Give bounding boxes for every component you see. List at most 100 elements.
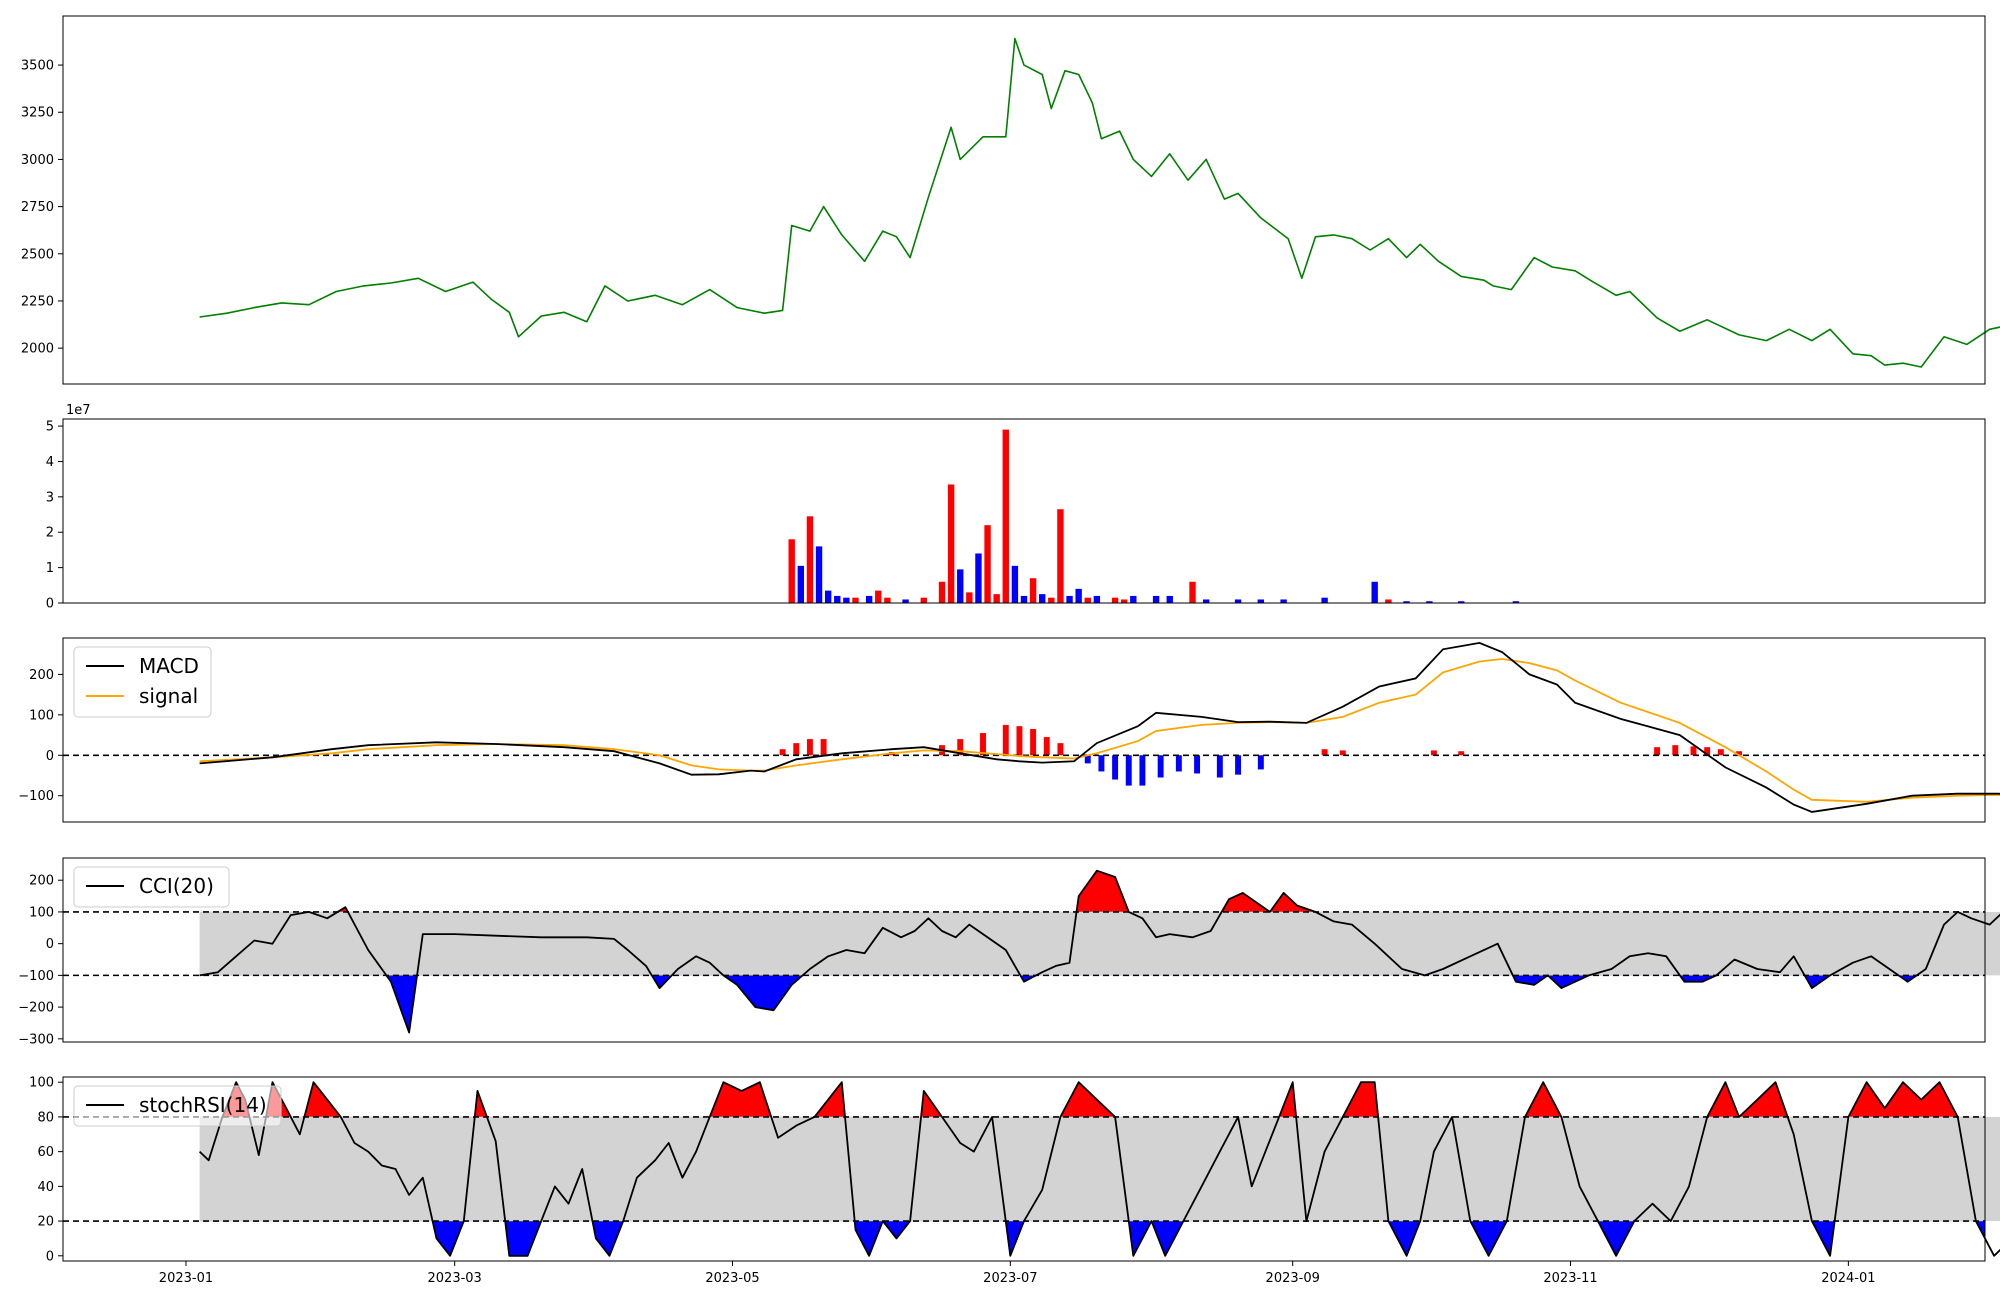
volume-bar	[1039, 594, 1046, 603]
stochrsi-legend-box	[73, 1085, 282, 1127]
volume-bar	[815, 546, 823, 603]
price-panel: 2000 2250 2500 2750 3000 3250 3500	[21, 15, 2000, 385]
volume-bar	[984, 525, 991, 603]
x-tick-label: 2023-09	[1266, 1271, 1320, 1286]
volume-ytick-label: 0	[46, 597, 54, 612]
macd-histogram-bar	[1654, 747, 1661, 756]
x-axis: 2023-01 2023-03 2023-05 2023-07 2023-09 2023-…	[159, 1261, 1876, 1286]
macd-histogram-bar	[1339, 750, 1346, 756]
macd-histogram-bar	[1139, 755, 1146, 786]
volume-bar	[957, 569, 964, 603]
volume-bar	[1257, 599, 1265, 603]
macd-histogram-bar	[980, 733, 986, 756]
price-ytick-label: 3500	[21, 59, 54, 74]
price-line	[199, 37, 2000, 368]
volume-bar	[788, 539, 795, 603]
volume-bar	[966, 592, 973, 603]
macd-legend-label: MACD	[139, 654, 199, 678]
volume-scale-label: 1e7	[66, 403, 91, 418]
macd-histogram-bar	[1704, 747, 1711, 756]
stochrsi-ytick-label: 0	[46, 1249, 54, 1264]
volume-panel: 1e7 0 1 2 3 4 5	[46, 403, 1986, 612]
volume-frame	[62, 418, 1986, 604]
cci-legend: CCI(20)	[73, 866, 230, 908]
volume-ytick-label: 3	[46, 490, 54, 505]
stochrsi-ytick-label: 80	[37, 1110, 54, 1125]
macd-line	[199, 641, 2000, 813]
cci-band	[199, 911, 2000, 976]
macd-histogram-bar	[1175, 755, 1182, 772]
macd-legend-box	[73, 646, 212, 718]
volume-bar	[1057, 509, 1064, 603]
volume-bar	[1458, 601, 1465, 603]
macd-histogram-bar	[806, 739, 813, 756]
macd-histogram-bar	[1043, 737, 1050, 756]
macd-histogram-bar	[1690, 746, 1697, 756]
macd-histogram-bar	[1717, 749, 1724, 756]
volume-bar	[1121, 599, 1128, 603]
macd-histogram-bar	[1112, 755, 1119, 780]
volume-bar	[1075, 588, 1082, 603]
price-ytick-label: 2250	[21, 294, 54, 309]
x-tick-label: 2023-03	[428, 1271, 482, 1286]
volume-bar	[902, 599, 909, 603]
volume-bar	[1066, 595, 1073, 603]
cci-ytick-label: 0	[46, 937, 54, 952]
volume-ytick-label: 1	[46, 561, 54, 576]
volume-bar	[1426, 601, 1433, 603]
macd-frame	[62, 637, 1986, 823]
volume-bar	[1093, 595, 1101, 603]
stochrsi-y-axis: 0 20 40 60 80 100	[29, 1076, 63, 1264]
macd-histogram-bar	[957, 739, 964, 756]
cci-panel: CCI(20) −300 −200 −100 0 100 200	[18, 857, 2000, 1047]
stochrsi-ytick-label: 60	[37, 1145, 54, 1160]
macd-histogram-bar	[1002, 724, 1009, 756]
stochrsi-line	[198, 1081, 2000, 1257]
volume-bar	[875, 590, 882, 603]
macd-histogram-bar	[1030, 728, 1037, 756]
macd-histogram-bar	[1157, 755, 1164, 778]
price-ytick-label: 2000	[21, 342, 54, 357]
volume-bar	[1011, 565, 1019, 603]
volume-bar	[1111, 597, 1119, 603]
macd-histogram-bar	[1216, 755, 1223, 778]
macd-histogram-bar	[1257, 755, 1264, 770]
x-tick-label: 2023-11	[1543, 1271, 1597, 1286]
stochrsi-overbought-fill	[222, 1082, 1958, 1117]
volume-bar	[834, 595, 841, 603]
volume-bar	[1130, 595, 1137, 603]
macd-histogram-bar	[1672, 745, 1679, 756]
macd-legend: MACD signal	[73, 646, 212, 718]
cci-y-axis: −300 −200 −100 0 100 200	[18, 874, 63, 1047]
stochrsi-panel: stochRSI(14) 0 20 40 60 80 100	[29, 1076, 2000, 1264]
price-ytick-label: 2500	[21, 247, 54, 262]
price-ytick-label: 2750	[21, 200, 54, 215]
volume-bar	[993, 594, 1000, 603]
macd-ytick-label: −100	[18, 789, 54, 804]
volume-bar	[1166, 595, 1173, 603]
volume-bar	[920, 597, 927, 603]
volume-bar	[938, 581, 946, 603]
volume-bar	[1002, 429, 1009, 603]
stochrsi-legend-label: stochRSI(14)	[139, 1093, 267, 1117]
macd-y-axis: −100 0 100 200	[18, 668, 63, 804]
volume-bar	[1202, 599, 1210, 603]
macd-histogram-bar	[1057, 743, 1064, 756]
price-ytick-label: 3000	[21, 153, 54, 168]
cci-line	[199, 869, 2000, 1034]
volume-bar	[1152, 595, 1160, 603]
macd-histogram-bar	[1235, 755, 1242, 775]
stochrsi-ytick-label: 20	[37, 1215, 54, 1230]
volume-bar	[1280, 599, 1287, 603]
x-tick-label: 2023-01	[159, 1271, 213, 1286]
volume-bar	[1371, 581, 1378, 603]
stochrsi-legend: stochRSI(14)	[73, 1085, 282, 1127]
cci-legend-label: CCI(20)	[139, 874, 214, 898]
macd-ytick-label: 100	[29, 708, 54, 723]
cci-legend-box	[73, 866, 230, 908]
cci-overbought-fill	[199, 870, 1985, 912]
x-tick-label: 2023-07	[983, 1271, 1037, 1286]
volume-bar	[1385, 599, 1392, 603]
